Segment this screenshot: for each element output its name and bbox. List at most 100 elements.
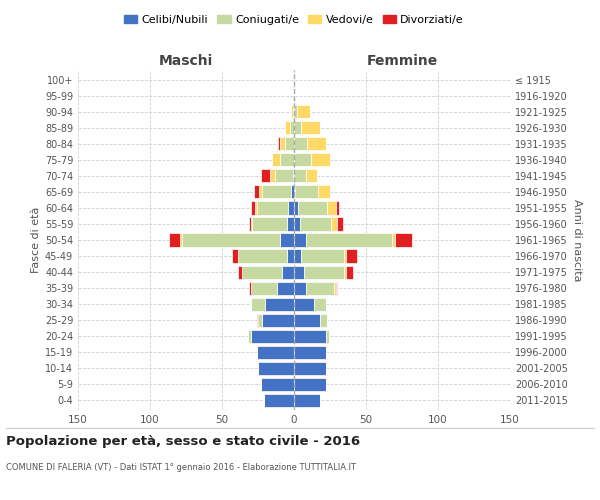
- Bar: [238, 266, 242, 278]
- Bar: [294, 89, 295, 102]
- Bar: [336, 202, 338, 214]
- Bar: [251, 282, 277, 294]
- Bar: [169, 234, 180, 246]
- Bar: [287, 218, 294, 230]
- Bar: [294, 234, 305, 246]
- Y-axis label: Anni di nascita: Anni di nascita: [572, 198, 582, 281]
- Bar: [297, 105, 310, 118]
- Bar: [248, 330, 251, 343]
- Bar: [261, 170, 269, 182]
- Bar: [294, 298, 314, 310]
- Bar: [294, 282, 305, 294]
- Bar: [238, 250, 287, 262]
- Bar: [344, 250, 346, 262]
- Bar: [262, 314, 294, 327]
- Bar: [275, 170, 293, 182]
- Bar: [293, 170, 294, 182]
- Bar: [294, 105, 297, 118]
- Text: Maschi: Maschi: [159, 54, 213, 68]
- Bar: [287, 250, 294, 262]
- Bar: [314, 298, 326, 310]
- Bar: [344, 266, 346, 278]
- Bar: [259, 186, 262, 198]
- Bar: [277, 282, 294, 294]
- Bar: [286, 137, 294, 150]
- Bar: [257, 202, 288, 214]
- Bar: [251, 330, 294, 343]
- Bar: [311, 153, 330, 166]
- Bar: [254, 186, 259, 198]
- Bar: [291, 105, 293, 118]
- Bar: [294, 202, 298, 214]
- Bar: [257, 346, 294, 359]
- Bar: [294, 186, 295, 198]
- Bar: [395, 234, 412, 246]
- Bar: [251, 202, 255, 214]
- Bar: [294, 314, 320, 327]
- Text: Femmine: Femmine: [367, 54, 437, 68]
- Bar: [294, 266, 304, 278]
- Bar: [283, 266, 294, 278]
- Bar: [269, 170, 275, 182]
- Bar: [300, 218, 331, 230]
- Bar: [288, 202, 294, 214]
- Bar: [294, 170, 305, 182]
- Bar: [392, 234, 395, 246]
- Bar: [307, 137, 326, 150]
- Bar: [251, 218, 252, 230]
- Bar: [180, 234, 182, 246]
- Bar: [305, 282, 334, 294]
- Bar: [337, 218, 343, 230]
- Bar: [331, 218, 337, 230]
- Bar: [258, 314, 262, 327]
- Bar: [294, 121, 301, 134]
- Bar: [272, 153, 280, 166]
- Bar: [255, 202, 257, 214]
- Bar: [250, 282, 251, 294]
- Bar: [294, 362, 326, 375]
- Bar: [290, 121, 294, 134]
- Bar: [280, 234, 294, 246]
- Y-axis label: Fasce di età: Fasce di età: [31, 207, 41, 273]
- Bar: [294, 330, 326, 343]
- Bar: [257, 314, 258, 327]
- Bar: [293, 105, 294, 118]
- Bar: [252, 218, 287, 230]
- Text: COMUNE DI FALERIA (VT) - Dati ISTAT 1° gennaio 2016 - Elaborazione TUTTITALIA.IT: COMUNE DI FALERIA (VT) - Dati ISTAT 1° g…: [6, 464, 356, 472]
- Bar: [295, 186, 319, 198]
- Bar: [294, 346, 326, 359]
- Bar: [294, 250, 301, 262]
- Bar: [242, 266, 283, 278]
- Bar: [305, 170, 317, 182]
- Bar: [265, 298, 294, 310]
- Bar: [294, 394, 320, 407]
- Bar: [319, 186, 330, 198]
- Bar: [326, 330, 329, 343]
- Bar: [291, 186, 294, 198]
- Bar: [280, 153, 294, 166]
- Bar: [304, 266, 344, 278]
- Bar: [262, 186, 291, 198]
- Bar: [334, 282, 336, 294]
- Bar: [250, 218, 251, 230]
- Bar: [294, 137, 307, 150]
- Bar: [346, 250, 358, 262]
- Bar: [336, 282, 337, 294]
- Bar: [294, 153, 311, 166]
- Bar: [280, 137, 286, 150]
- Bar: [294, 378, 326, 391]
- Bar: [251, 298, 265, 310]
- Bar: [301, 250, 344, 262]
- Bar: [294, 218, 300, 230]
- Bar: [232, 250, 238, 262]
- Bar: [264, 394, 294, 407]
- Legend: Celibi/Nubili, Coniugati/e, Vedovi/e, Divorziati/e: Celibi/Nubili, Coniugati/e, Vedovi/e, Di…: [119, 10, 469, 29]
- Bar: [182, 234, 280, 246]
- Text: Popolazione per età, sesso e stato civile - 2016: Popolazione per età, sesso e stato civil…: [6, 434, 360, 448]
- Bar: [298, 202, 327, 214]
- Bar: [320, 314, 327, 327]
- Bar: [305, 234, 392, 246]
- Bar: [327, 202, 336, 214]
- Bar: [261, 378, 294, 391]
- Bar: [346, 266, 353, 278]
